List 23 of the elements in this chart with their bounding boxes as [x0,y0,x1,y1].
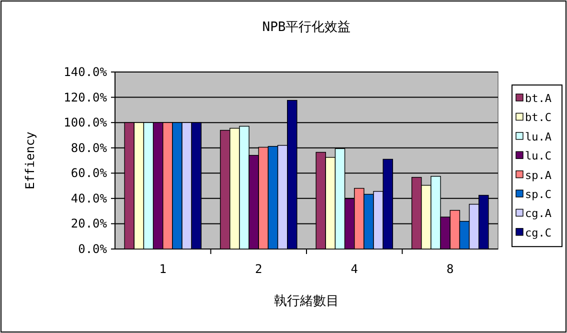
ytick: 0.0% [78,242,107,256]
xtick: 2 [255,262,262,276]
xtick: 4 [350,262,358,276]
legend-label: bt.C [525,111,552,124]
legend-label: lu.A [525,130,552,144]
ytick: 80.0% [70,140,107,155]
legend-label: sp.C [525,188,552,201]
ytick: 20.0% [70,216,107,231]
title: NPB平行化效益 [262,20,351,35]
legend-label: bt.A [525,92,552,105]
ytick: 140.0% [64,65,107,79]
legend-label: lu.C [525,150,552,163]
xtick: 8 [446,262,454,276]
x-axis-title: 執行緒數目 [274,294,339,309]
legend-label: sp.A [525,168,552,182]
ytick: 60.0% [70,166,107,180]
ytick: 40.0% [70,191,107,206]
ytick: 120.0% [64,90,107,104]
legend-label: cg.C [525,226,552,240]
legend-label: cg.A [525,207,552,220]
ytick: 100.0% [64,116,107,130]
xtick: 1 [159,262,166,276]
y-axis-title: Effiency [23,132,37,190]
